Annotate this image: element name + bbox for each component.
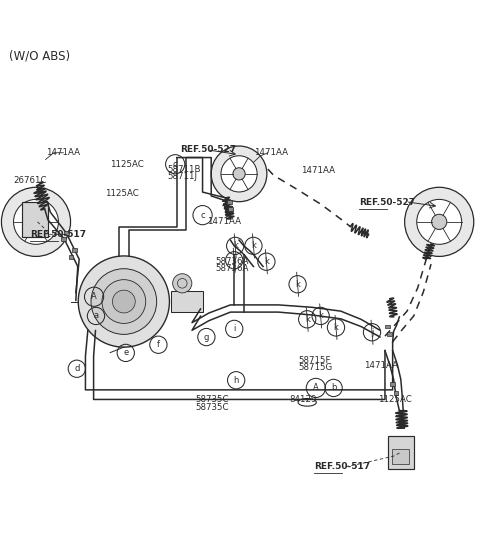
Text: 58736A: 58736A bbox=[215, 257, 249, 266]
Polygon shape bbox=[407, 187, 439, 215]
Polygon shape bbox=[227, 146, 259, 161]
Bar bbox=[228, 207, 233, 211]
Text: g: g bbox=[204, 333, 209, 341]
Circle shape bbox=[28, 214, 44, 229]
Bar bbox=[72, 248, 77, 252]
Text: h: h bbox=[233, 376, 239, 385]
FancyBboxPatch shape bbox=[22, 202, 48, 237]
Text: e: e bbox=[123, 348, 128, 358]
Polygon shape bbox=[239, 179, 265, 202]
Text: 58715F: 58715F bbox=[299, 355, 331, 365]
Polygon shape bbox=[211, 174, 233, 201]
Text: 58735C: 58735C bbox=[196, 403, 229, 412]
Bar bbox=[385, 325, 390, 329]
Text: REF.50-527: REF.50-527 bbox=[180, 145, 236, 154]
Text: a: a bbox=[94, 311, 98, 320]
Bar bbox=[64, 231, 69, 235]
Polygon shape bbox=[36, 229, 69, 256]
Polygon shape bbox=[43, 189, 71, 222]
Text: f: f bbox=[157, 340, 160, 349]
Text: REF.50-517: REF.50-517 bbox=[314, 462, 371, 471]
Text: 58736A: 58736A bbox=[215, 265, 249, 273]
Polygon shape bbox=[219, 187, 252, 202]
Polygon shape bbox=[423, 187, 464, 206]
Polygon shape bbox=[245, 148, 267, 174]
Text: k: k bbox=[264, 257, 269, 266]
Polygon shape bbox=[211, 154, 226, 187]
Text: k: k bbox=[318, 311, 323, 320]
Text: 1125AC: 1125AC bbox=[110, 160, 144, 169]
Polygon shape bbox=[213, 146, 239, 168]
Circle shape bbox=[173, 273, 192, 293]
Polygon shape bbox=[252, 161, 267, 193]
Text: i: i bbox=[233, 324, 235, 334]
Bar bbox=[387, 332, 392, 336]
Text: 58715G: 58715G bbox=[299, 363, 333, 372]
Polygon shape bbox=[1, 197, 20, 237]
Text: 58735C: 58735C bbox=[196, 395, 229, 404]
Text: k: k bbox=[305, 315, 310, 324]
Bar bbox=[69, 255, 73, 259]
Text: 1471AA: 1471AA bbox=[207, 217, 241, 226]
Text: 1471AA: 1471AA bbox=[364, 361, 398, 370]
Circle shape bbox=[91, 268, 156, 334]
Bar bbox=[61, 237, 66, 241]
FancyBboxPatch shape bbox=[388, 436, 414, 468]
Text: j: j bbox=[371, 328, 373, 337]
Text: 1125AC: 1125AC bbox=[105, 189, 138, 198]
Bar bbox=[227, 200, 232, 204]
Polygon shape bbox=[3, 187, 36, 215]
Polygon shape bbox=[415, 238, 455, 256]
Text: c: c bbox=[173, 160, 178, 169]
Circle shape bbox=[112, 290, 135, 313]
Text: k: k bbox=[233, 241, 238, 250]
Polygon shape bbox=[1, 222, 29, 255]
Circle shape bbox=[432, 214, 447, 229]
Text: 1471AA: 1471AA bbox=[46, 148, 80, 157]
Text: A: A bbox=[91, 292, 97, 301]
Circle shape bbox=[78, 256, 169, 347]
Text: 26761C: 26761C bbox=[13, 175, 47, 184]
Text: 1125AC: 1125AC bbox=[378, 395, 412, 404]
Text: j: j bbox=[233, 256, 235, 265]
Polygon shape bbox=[405, 197, 423, 237]
Text: 58711J: 58711J bbox=[167, 172, 197, 181]
Text: c: c bbox=[200, 211, 205, 219]
Text: 1471AA: 1471AA bbox=[301, 166, 336, 175]
Circle shape bbox=[233, 168, 245, 180]
Text: k: k bbox=[295, 280, 300, 289]
Bar bbox=[390, 382, 395, 386]
Text: (W/O ABS): (W/O ABS) bbox=[9, 49, 70, 62]
Text: d: d bbox=[74, 364, 80, 373]
Text: b: b bbox=[331, 383, 336, 393]
Text: REF.50-527: REF.50-527 bbox=[359, 198, 415, 207]
Text: k: k bbox=[251, 241, 256, 250]
Polygon shape bbox=[405, 222, 432, 255]
Polygon shape bbox=[446, 189, 474, 222]
Polygon shape bbox=[455, 206, 474, 246]
Text: REF.50-517: REF.50-517 bbox=[30, 230, 86, 239]
FancyBboxPatch shape bbox=[171, 291, 203, 312]
Polygon shape bbox=[52, 206, 71, 246]
Polygon shape bbox=[20, 187, 60, 206]
Text: 84129: 84129 bbox=[289, 395, 316, 404]
Polygon shape bbox=[12, 238, 52, 256]
Text: 1471AA: 1471AA bbox=[254, 148, 288, 157]
Bar bbox=[394, 391, 398, 395]
Text: A: A bbox=[313, 383, 319, 393]
Polygon shape bbox=[439, 229, 472, 256]
Text: k: k bbox=[334, 323, 338, 332]
Circle shape bbox=[102, 280, 146, 324]
FancyBboxPatch shape bbox=[392, 449, 409, 465]
Text: 58711B: 58711B bbox=[167, 164, 201, 174]
